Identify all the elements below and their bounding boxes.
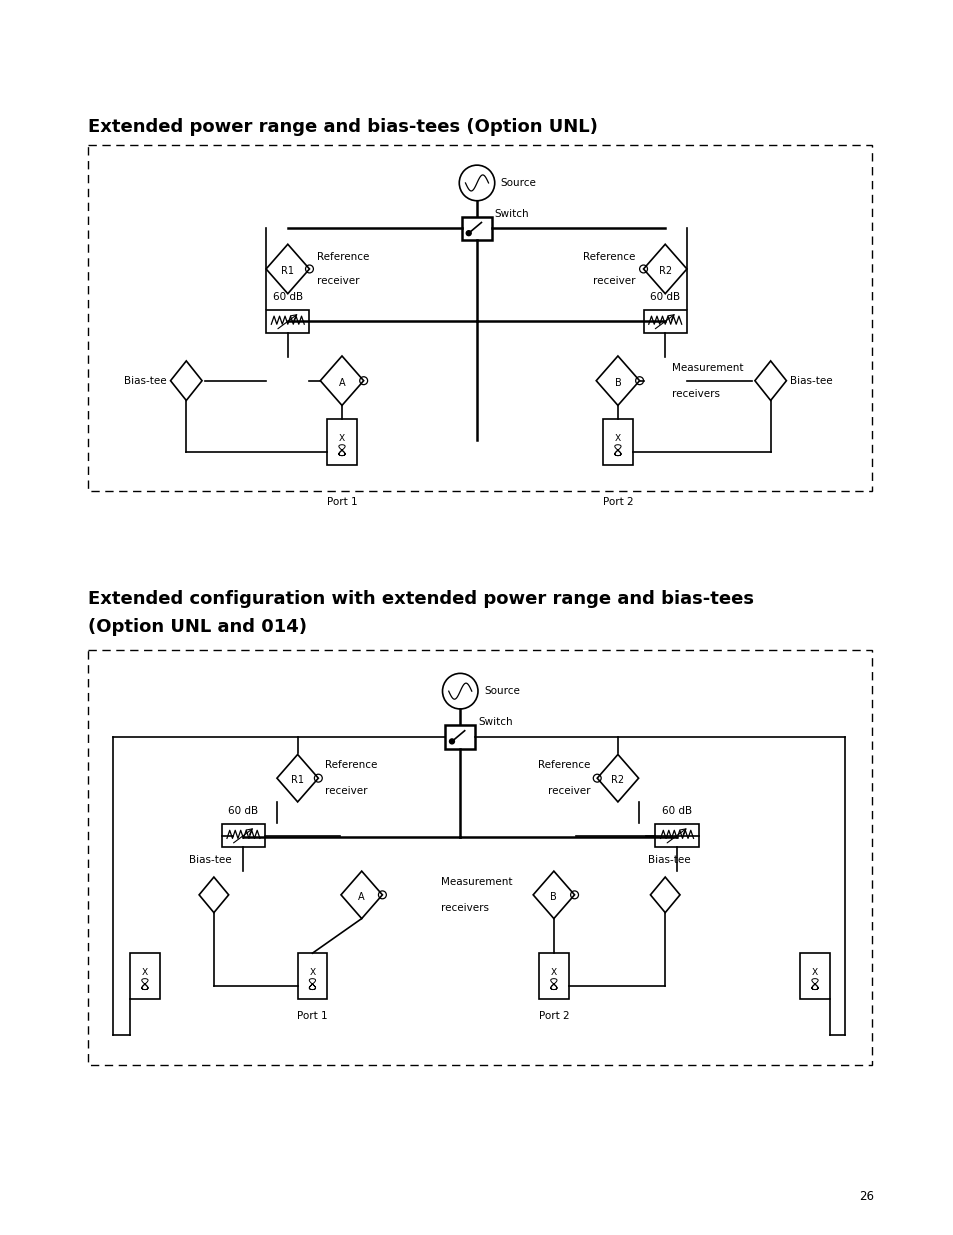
Bar [266,310,309,333]
Bar [655,824,698,847]
Text: R1: R1 [281,266,294,275]
Text: X: X [309,968,315,977]
Bar [88,650,871,1065]
Text: Bias-tee: Bias-tee [124,375,167,385]
Text: Port 2: Port 2 [538,1010,569,1020]
Text: 26: 26 [859,1191,873,1203]
Text: Extended configuration with extended power range and bias-tees: Extended configuration with extended pow… [88,590,753,609]
Bar [445,725,475,748]
Text: receiver: receiver [547,787,590,797]
Text: Reference: Reference [325,761,377,771]
Polygon shape [320,356,363,405]
Text: B: B [614,378,620,388]
Polygon shape [171,361,202,400]
Polygon shape [650,877,679,913]
Text: Reference: Reference [537,761,590,771]
Text: X: X [142,968,148,977]
Text: Source: Source [483,687,519,697]
Bar [643,310,686,333]
Circle shape [466,231,471,236]
Text: Extended power range and bias-tees (Option UNL): Extended power range and bias-tees (Opti… [88,117,597,136]
Text: X: X [550,968,557,977]
Text: A: A [358,892,365,902]
Text: Bias-tee: Bias-tee [789,375,832,385]
Bar [130,953,159,999]
Text: R2: R2 [658,266,671,275]
Text: Measurement: Measurement [440,877,512,887]
Text: 60 dB: 60 dB [273,291,302,301]
Text: B: B [550,892,557,902]
Text: 60 dB: 60 dB [650,291,679,301]
Text: R1: R1 [291,776,304,785]
Text: (Option UNL and 014): (Option UNL and 014) [88,618,307,636]
Text: Port 1: Port 1 [326,498,357,508]
Polygon shape [643,245,686,294]
Text: Port 2: Port 2 [602,498,633,508]
Polygon shape [754,361,785,400]
Text: receiver: receiver [593,275,635,285]
Text: 60 dB: 60 dB [228,805,258,816]
Bar [327,419,356,464]
Text: R2: R2 [611,776,624,785]
Text: Bias-tee: Bias-tee [647,855,690,866]
Bar [221,824,265,847]
Text: X: X [338,433,345,443]
Text: Port 1: Port 1 [296,1010,328,1020]
Text: Source: Source [500,178,536,188]
Bar [602,419,632,464]
Bar [538,953,568,999]
Polygon shape [597,755,638,802]
Text: Measurement: Measurement [672,363,742,373]
Bar [462,216,491,241]
Polygon shape [266,245,309,294]
Text: X: X [615,433,620,443]
Bar [297,953,327,999]
Text: A: A [338,378,345,388]
Text: X: X [811,968,818,977]
Polygon shape [340,871,382,919]
Text: Reference: Reference [317,252,370,262]
Circle shape [449,739,454,743]
Text: receivers: receivers [440,903,488,913]
Text: Reference: Reference [582,252,635,262]
Bar [88,146,871,492]
Polygon shape [533,871,574,919]
Polygon shape [596,356,639,405]
Text: receiver: receiver [325,787,367,797]
Polygon shape [276,755,318,802]
Polygon shape [199,877,229,913]
Text: Bias-tee: Bias-tee [189,855,231,866]
Text: Switch: Switch [477,716,512,726]
Bar [800,953,829,999]
Text: receivers: receivers [672,389,720,399]
Text: 60 dB: 60 dB [661,805,691,816]
Text: Switch: Switch [495,209,529,219]
Text: receiver: receiver [317,275,359,285]
